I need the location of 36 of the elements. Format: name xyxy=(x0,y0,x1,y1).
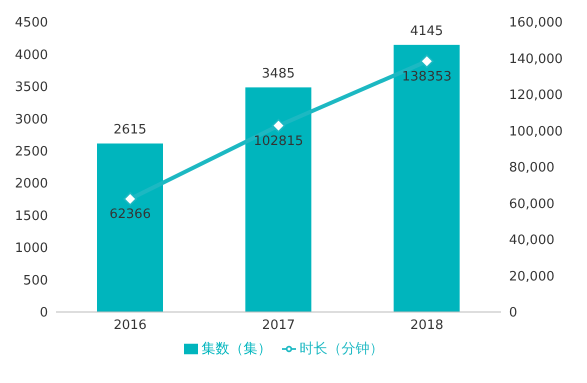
y2-tick-label: 160,000 xyxy=(509,16,563,31)
y-tick-label: 3500 xyxy=(14,80,48,96)
y-tick-label: 500 xyxy=(23,273,48,288)
bar xyxy=(97,143,163,312)
y-tick-label: 4000 xyxy=(14,48,48,63)
y-tick-label: 1500 xyxy=(14,208,48,224)
bar xyxy=(245,87,312,312)
point xyxy=(420,54,434,68)
y2-tick-label: 40,000 xyxy=(509,233,554,248)
data-label: 2615 xyxy=(113,122,147,138)
y-tick-label: 1000 xyxy=(14,241,48,256)
y-tick-label: 3000 xyxy=(14,112,48,128)
y2-tick-label: 80,000 xyxy=(509,160,554,176)
x-tick-label: 2016 xyxy=(114,318,147,334)
y-tick-label: 2500 xyxy=(14,144,48,160)
point xyxy=(123,192,137,206)
x-tick-label: 2018 xyxy=(410,318,444,334)
y2-tick-label: 140,000 xyxy=(509,52,563,67)
bar xyxy=(394,44,460,312)
data-label: 138353 xyxy=(402,69,452,84)
y-tick-label: 2000 xyxy=(14,176,48,192)
data-label: 3485 xyxy=(262,66,295,82)
y2-tick-label: 100,000 xyxy=(509,124,563,140)
y2-tick-label: 120,000 xyxy=(509,88,563,104)
data-label: 102815 xyxy=(254,134,304,149)
y-tick-label: 4500 xyxy=(14,16,48,31)
legend-label: 集数（集） xyxy=(202,341,272,357)
legend-label: 时长（分钟） xyxy=(300,341,384,357)
data-label: 62366 xyxy=(109,207,151,222)
y2-tick-label: 60,000 xyxy=(509,196,554,212)
y2-tick-label: 0 xyxy=(509,306,518,321)
point xyxy=(272,118,286,132)
data-label: 4145 xyxy=(410,24,444,39)
y-tick-label: 0 xyxy=(40,306,48,321)
y2-tick-label: 20,000 xyxy=(509,269,554,284)
x-tick-label: 2017 xyxy=(262,318,296,334)
